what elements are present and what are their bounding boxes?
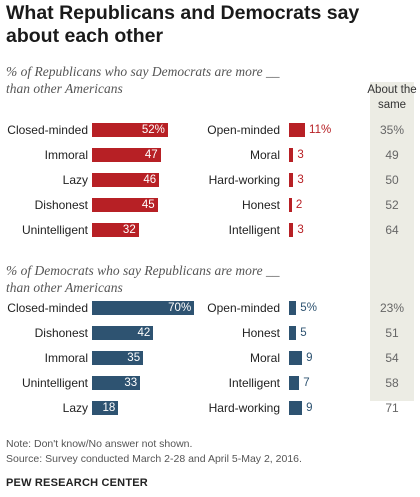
positive-trait-label: Hard-working (208, 173, 280, 187)
about-the-same-value: 23% (379, 301, 405, 315)
chart-row: Lazy 18 Hard-working 9 71 (0, 399, 420, 417)
positive-trait-value: 7 (303, 377, 310, 389)
negative-trait-value: 45 (141, 199, 155, 211)
positive-trait-label: Intelligent (228, 223, 280, 237)
negative-trait-value: 33 (124, 377, 138, 389)
negative-trait-value: 18 (102, 402, 116, 414)
positive-trait-value: 3 (297, 174, 304, 186)
negative-trait-value: 70% (168, 302, 192, 314)
democrats-subtitle: % of Democrats who say Republicans are m… (6, 263, 280, 295)
negative-trait-value: 47 (144, 149, 158, 161)
positive-trait-bar (289, 198, 292, 212)
chart-row: Immoral 35 Moral 9 54 (0, 349, 420, 367)
negative-trait-bar (92, 173, 160, 187)
positive-trait-bar (289, 351, 303, 365)
positive-trait-value: 5 (300, 327, 307, 339)
negative-trait-label: Closed-minded (7, 123, 88, 137)
positive-trait-value: 11% (309, 124, 332, 136)
source-text: Source: Survey conducted March 2-28 and … (6, 453, 302, 465)
about-the-same-value: 52 (385, 198, 399, 212)
positive-trait-bar (289, 173, 294, 187)
negative-trait-value: 52% (141, 124, 165, 136)
negative-trait-bar (92, 376, 141, 390)
negative-trait-bar (92, 401, 119, 415)
negative-trait-bar (92, 301, 195, 315)
chart-row: Closed-minded 52% Open-minded 11% 35% (0, 121, 420, 139)
negative-trait-bar (92, 198, 158, 212)
negative-trait-bar (92, 326, 154, 340)
negative-trait-bar (92, 148, 161, 162)
negative-trait-label: Unintelligent (21, 376, 88, 390)
chart-row: Unintelligent 32 Intelligent 3 64 (0, 221, 420, 239)
negative-trait-label: Dishonest (34, 198, 88, 212)
negative-trait-label: Lazy (62, 401, 88, 415)
negative-trait-label: Lazy (62, 173, 88, 187)
chart-row: Immoral 47 Moral 3 49 (0, 146, 420, 164)
chart-title: What Republicans and Democrats say about… (6, 2, 360, 47)
positive-trait-bar (289, 223, 294, 237)
negative-trait-label: Dishonest (34, 326, 88, 340)
positive-trait-value: 5% (300, 302, 317, 314)
positive-trait-value: 9 (306, 352, 313, 364)
chart-row: Closed-minded 70% Open-minded 5% 23% (0, 299, 420, 317)
chart-row: Lazy 46 Hard-working 3 50 (0, 171, 420, 189)
positive-trait-label: Moral (249, 148, 280, 162)
positive-trait-label: Open-minded (207, 123, 280, 137)
chart-row: Dishonest 42 Honest 5 51 (0, 324, 420, 342)
positive-trait-bar (289, 301, 297, 315)
positive-trait-label: Hard-working (208, 401, 280, 415)
positive-trait-label: Intelligent (228, 376, 280, 390)
positive-trait-value: 3 (297, 149, 304, 161)
note-text: Note: Don't know/No answer not shown. (6, 438, 193, 450)
positive-trait-bar (289, 123, 306, 137)
negative-trait-value: 35 (127, 352, 141, 364)
positive-trait-value: 2 (295, 199, 303, 211)
about-the-same-value: 71 (385, 401, 399, 415)
chart-row: Dishonest 45 Honest 2 52 (0, 196, 420, 214)
positive-trait-value: 3 (297, 224, 304, 236)
positive-trait-bar (289, 326, 297, 340)
positive-trait-label: Honest (241, 326, 280, 340)
positive-trait-bar (289, 376, 300, 390)
positive-trait-label: Honest (241, 198, 280, 212)
about-the-same-value: 49 (385, 148, 399, 162)
negative-trait-label: Immoral (44, 351, 88, 365)
about-the-same-value: 54 (385, 351, 399, 365)
about-the-same-value: 58 (385, 376, 399, 390)
negative-trait-label: Unintelligent (21, 223, 88, 237)
about-the-same-value: 50 (385, 173, 399, 187)
about-the-same-column (370, 82, 414, 401)
negative-trait-label: Closed-minded (7, 301, 88, 315)
negative-trait-value: 42 (137, 327, 151, 339)
negative-trait-value: 32 (122, 224, 136, 236)
negative-trait-bar (92, 351, 144, 365)
about-the-same-value: 35% (379, 123, 405, 137)
republicans-subtitle: % of Republicans who say Democrats are m… (6, 64, 280, 96)
negative-trait-bar (92, 123, 168, 137)
negative-trait-value: 46 (143, 174, 157, 186)
positive-trait-value: 9 (306, 402, 313, 414)
negative-trait-label: Immoral (44, 148, 88, 162)
negative-trait-bar (92, 223, 139, 237)
positive-trait-bar (289, 148, 294, 162)
brand-label: PEW RESEARCH CENTER (6, 477, 148, 489)
about-the-same-value: 64 (385, 223, 399, 237)
chart-row: Unintelligent 33 Intelligent 7 58 (0, 374, 420, 392)
about-the-same-value: 51 (385, 326, 399, 340)
positive-trait-label: Moral (249, 351, 280, 365)
positive-trait-bar (289, 401, 303, 415)
positive-trait-label: Open-minded (207, 301, 280, 315)
about-the-same-header: About the same (367, 84, 417, 111)
